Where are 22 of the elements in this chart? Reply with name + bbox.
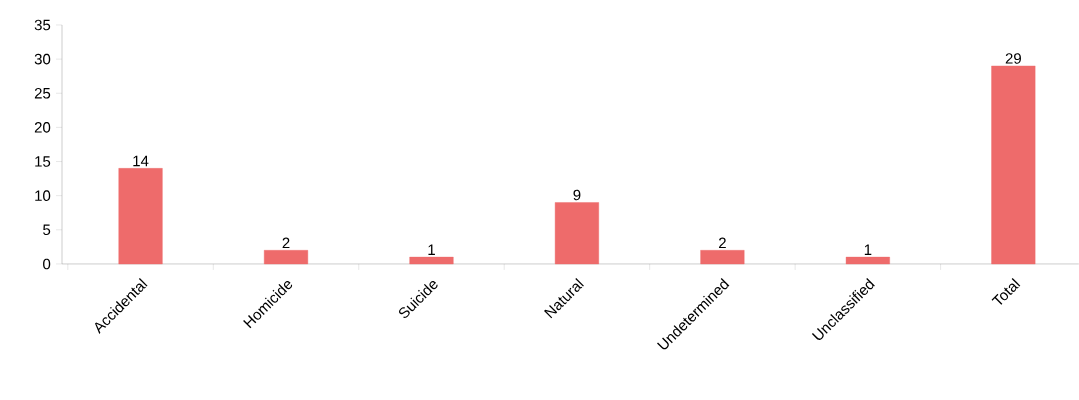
y-tick-label: 20 bbox=[34, 122, 51, 133]
bar bbox=[409, 256, 454, 265]
y-tick-label: 25 bbox=[34, 88, 51, 99]
data-label: 9 bbox=[573, 189, 581, 201]
y-tick-label: 35 bbox=[34, 19, 51, 31]
y-tick-label: 0 bbox=[43, 258, 51, 270]
bar bbox=[118, 168, 163, 265]
bar bbox=[554, 202, 599, 265]
y-tick-label: 30 bbox=[34, 53, 51, 65]
data-label: 2 bbox=[282, 237, 290, 249]
y-tick-label: 15 bbox=[35, 156, 51, 167]
bar bbox=[700, 250, 745, 265]
bar bbox=[991, 65, 1036, 265]
data-label: 1 bbox=[428, 244, 435, 255]
y-tick-label: 10 bbox=[35, 190, 51, 202]
data-label: 1 bbox=[864, 244, 872, 255]
bar bbox=[264, 250, 309, 265]
data-label: 14 bbox=[133, 155, 149, 167]
y-tick-label: 5 bbox=[43, 224, 51, 236]
data-label: 29 bbox=[1005, 53, 1021, 64]
data-label: 2 bbox=[718, 237, 726, 249]
bar bbox=[845, 256, 890, 265]
